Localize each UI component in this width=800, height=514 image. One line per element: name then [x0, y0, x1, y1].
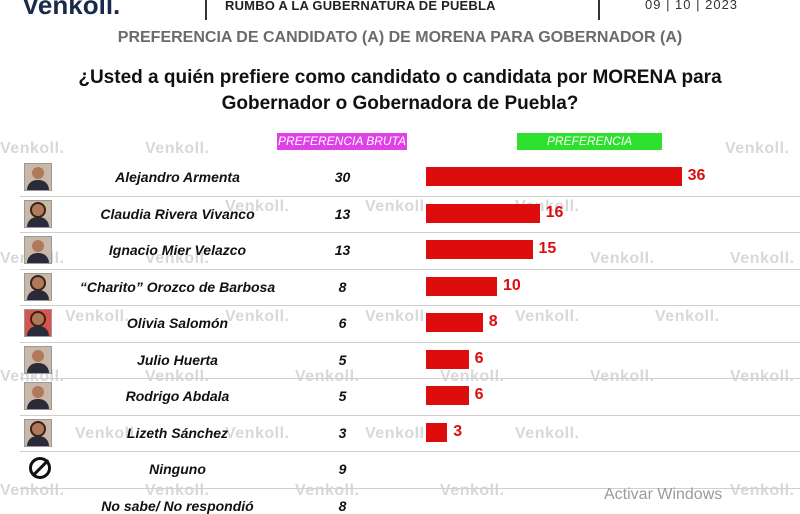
- enkoll-watermark: Venkoll.: [295, 482, 360, 499]
- preferencia-efectiva-bar: [426, 203, 540, 223]
- candidate-photo-icon: [24, 309, 52, 337]
- category-label: Alejandro Armenta: [115, 169, 240, 185]
- question-line-2: Gobernador o Gobernadora de Puebla?: [221, 93, 579, 114]
- enkoll-watermark: Venkoll.: [65, 308, 130, 325]
- enkoll-watermark: Venkoll.: [730, 482, 795, 499]
- enkoll-watermark: Venkoll.: [75, 425, 140, 442]
- category-label: “Charito” Orozco de Barbosa: [79, 278, 276, 295]
- enkoll-watermark: Venkoll.: [145, 250, 210, 267]
- row-divider: [20, 487, 800, 489]
- preferencia-efectiva-bar: [426, 422, 448, 442]
- candidate-photo-icon: [24, 272, 52, 301]
- preferencia-bruta-value: 5: [338, 351, 347, 368]
- enkoll-watermark: Venkoll.: [365, 308, 430, 325]
- category-label: Ninguno: [149, 461, 206, 477]
- row-divider: [20, 305, 800, 306]
- enkoll-watermark: Venkoll.: [225, 198, 290, 215]
- preferencia-bruta-value: 8: [338, 278, 347, 295]
- preferencia-bruta-value: 30: [334, 169, 351, 185]
- enkoll-watermark: Venkoll.: [730, 368, 795, 385]
- preferencia-bruta-value: 9: [338, 461, 347, 477]
- category-label: Claudia Rivera Vivanco: [100, 205, 255, 222]
- preferencia-efectiva-data-label: 10: [503, 276, 521, 294]
- header-title: RUMBO A LA GUBERNATURA DE PUEBLA: [225, 0, 496, 13]
- windows-activation-notice: Activar Windows: [604, 486, 723, 503]
- preferencia-efectiva-data-label: 8: [488, 313, 498, 330]
- preferencia-efectiva-bar: [426, 386, 469, 405]
- enkoll-watermark: Venkoll.: [515, 308, 580, 325]
- candidate-photo-icon: [24, 345, 52, 374]
- enkoll-watermark: Venkoll.: [0, 140, 65, 157]
- preferencia-efectiva-bar: [426, 349, 469, 369]
- chart-subtitle: PREFERENCIA DE CANDIDATO (A) DE MORENA P…: [117, 29, 683, 46]
- enkoll-watermark: Venkoll.: [440, 482, 505, 499]
- category-label: Julio Huerta: [137, 351, 218, 368]
- header-date: 09 | 10 | 2023: [645, 0, 739, 12]
- enkoll-watermark: Venkoll.: [440, 368, 505, 385]
- preferencia-efectiva-bar: [426, 276, 497, 296]
- enkoll-watermark: Venkoll.: [145, 140, 210, 157]
- preferencia-bruta-value: 3: [338, 424, 347, 441]
- candidate-photo-icon: [24, 236, 52, 264]
- enkoll-watermark: Venkoll.: [515, 425, 580, 442]
- enkoll-watermark: Venkoll.: [730, 250, 795, 267]
- header: Venkoll. RUMBO A LA GUBERNATURA DE PUEBL…: [0, 0, 800, 22]
- enkoll-watermark: Venkoll.: [0, 482, 65, 499]
- enkoll-watermark: Venkoll.: [295, 368, 360, 385]
- candidate-photo-icon: [24, 382, 52, 410]
- row-divider: [20, 378, 800, 379]
- row-divider: [20, 414, 800, 416]
- preferencia-bruta-value: 6: [338, 315, 347, 331]
- enkoll-watermark: Venkoll.: [725, 140, 790, 157]
- preferencia-bruta-value: 13: [334, 242, 351, 258]
- question-line-1: ¿Usted a quién prefiere como candidato o…: [78, 67, 722, 88]
- preferencia-bruta-value: 8: [338, 497, 347, 514]
- category-label: Rodrigo Abdala: [125, 388, 230, 404]
- candidate-photo-icon: [24, 163, 52, 191]
- row-divider: [20, 268, 800, 270]
- candidate-photo-icon: [24, 418, 52, 447]
- preferencia-efectiva-data-label: 3: [453, 422, 463, 440]
- preferencia-efectiva-bar: [426, 167, 682, 186]
- enkoll-watermark: Venkoll.: [655, 308, 720, 325]
- enkoll-logo: Venkoll.: [22, 0, 121, 20]
- category-label: No sabe/ No respondió: [101, 497, 254, 514]
- candidate-photo-icon: [24, 199, 52, 228]
- header-divider: [205, 0, 207, 20]
- enkoll-watermark: Venkoll.: [365, 425, 430, 442]
- preferencia-efectiva-label: PREFERENCIA EFECTIVA: [517, 133, 662, 165]
- header-divider: [598, 0, 600, 20]
- row-divider: [20, 232, 800, 233]
- category-label: Ignacio Mier Velazco: [108, 242, 247, 258]
- row-divider: [20, 451, 800, 452]
- preferencia-efectiva-data-label: 6: [474, 386, 484, 403]
- enkoll-watermark: Venkoll.: [365, 198, 430, 215]
- preferencia-efectiva-data-label: 15: [538, 240, 557, 257]
- enkoll-watermark: Venkoll.: [225, 425, 290, 442]
- row-divider: [20, 195, 800, 197]
- preferencia-efectiva-data-label: 6: [474, 349, 484, 367]
- enkoll-watermark: Venkoll.: [145, 482, 210, 499]
- enkoll-watermark: Venkoll.: [225, 308, 290, 325]
- preferencia-bruta-label: PREFERENCIA BRUTA: [277, 133, 407, 150]
- preferencia-bruta-value: 5: [338, 388, 347, 404]
- chart-title: ¿Usted a quién prefiere como candidato o…: [40, 65, 760, 117]
- enkoll-watermark: Venkoll.: [590, 250, 655, 267]
- enkoll-watermark: Venkoll.: [145, 368, 210, 385]
- row-divider: [20, 341, 800, 343]
- preferencia-bruta-value: 13: [334, 205, 351, 222]
- category-label: Lizeth Sánchez: [126, 424, 229, 441]
- prohibited-icon: [29, 457, 51, 479]
- preferencia-efectiva-bar: [426, 313, 483, 332]
- preferencia-efectiva-data-label: 36: [687, 167, 706, 184]
- preferencia-efectiva-data-label: 16: [545, 203, 564, 221]
- enkoll-watermark: Venkoll.: [590, 368, 655, 385]
- preferencia-efectiva-bar: [426, 240, 533, 259]
- category-label: Olivia Salomón: [126, 315, 229, 331]
